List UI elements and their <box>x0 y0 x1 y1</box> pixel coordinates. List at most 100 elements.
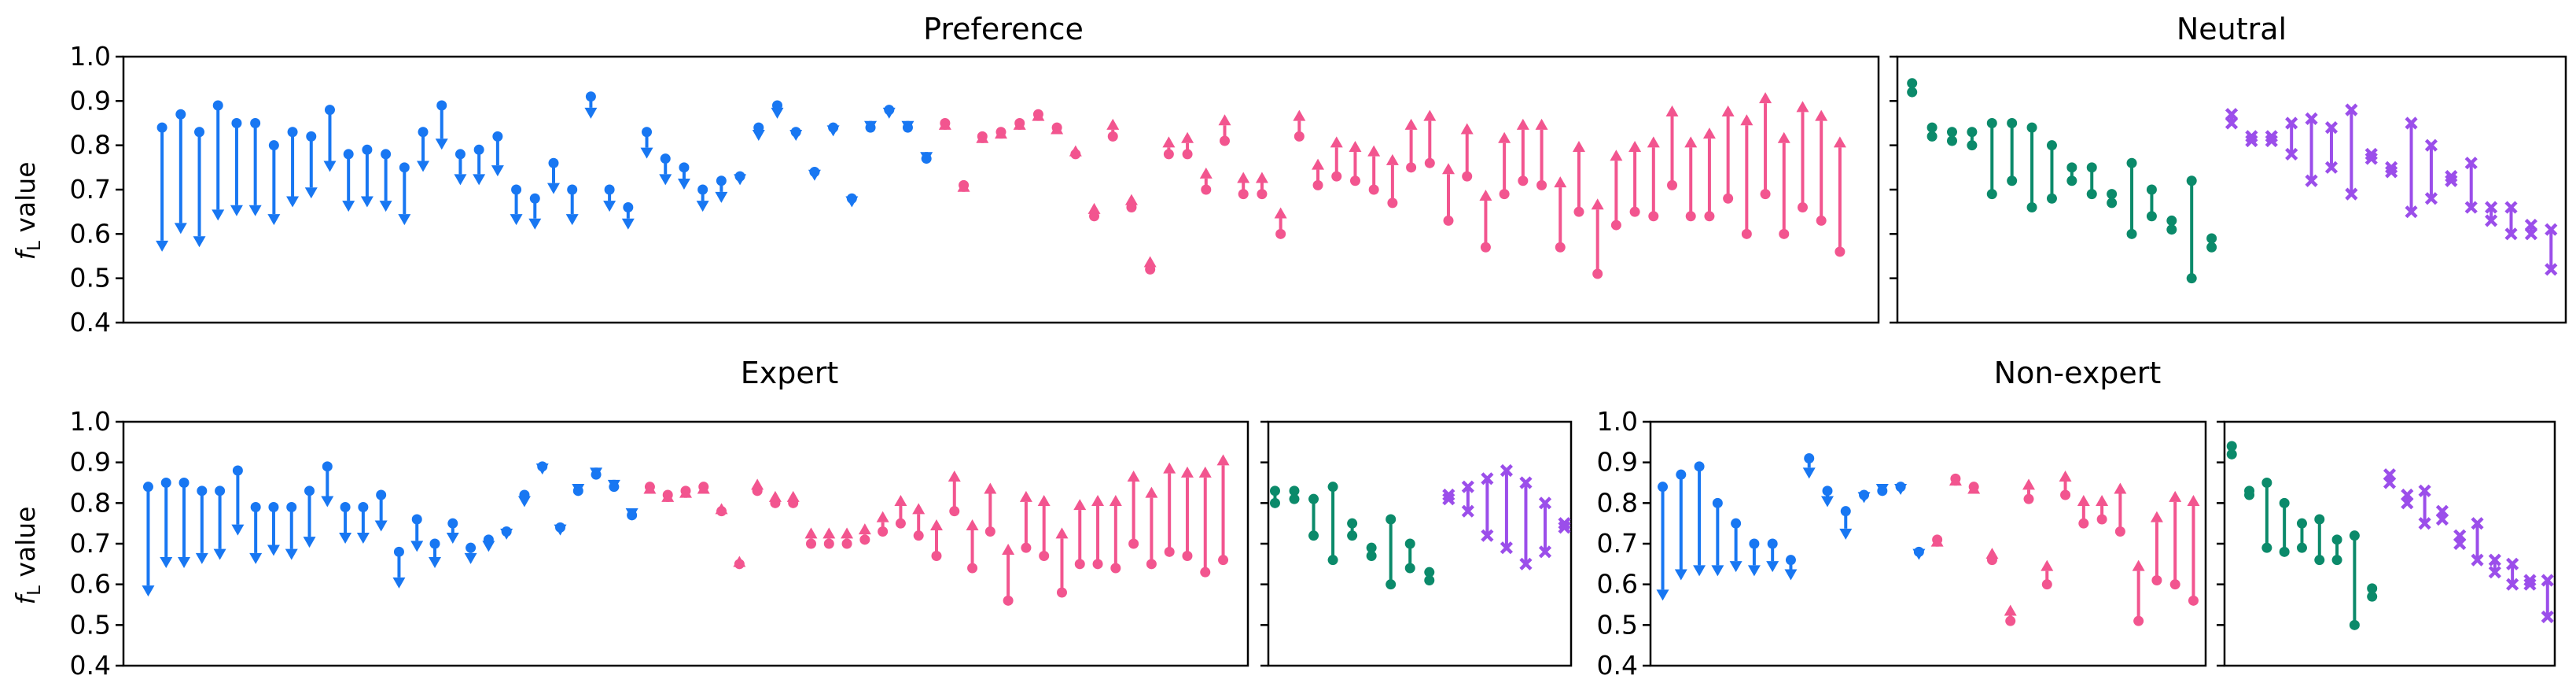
arrow-head <box>1747 565 1761 577</box>
range-end-top <box>2086 162 2097 173</box>
decrease-arrow <box>360 144 374 208</box>
start-point <box>1676 469 1687 480</box>
decrease-arrow <box>356 502 370 544</box>
start-point <box>232 465 243 476</box>
decrease-arrow <box>417 127 430 172</box>
arrow-head <box>1656 589 1669 601</box>
arrow-head <box>2132 559 2145 571</box>
start-point <box>1200 567 1211 578</box>
range-end-bottom <box>2107 197 2118 209</box>
arrow-head <box>1162 136 1176 148</box>
cross-marker-top <box>1519 476 1533 489</box>
cross-marker-bottom <box>2424 192 2438 205</box>
cross-marker-top <box>1442 488 1455 502</box>
increase-arrow <box>1181 131 1194 160</box>
neutral-range-cross <box>2506 557 2519 591</box>
range-end-bottom <box>1967 140 1978 151</box>
arrow-head <box>733 556 746 567</box>
neutral-range-cross <box>2545 223 2558 276</box>
arrow-head <box>901 120 914 132</box>
decrease-arrow <box>1784 555 1798 581</box>
decrease-arrow <box>715 175 728 203</box>
arrow-head <box>231 524 245 536</box>
arrow-head <box>661 490 675 502</box>
cross-marker-bottom <box>2504 227 2518 241</box>
neutral-range-bar <box>1404 538 1415 574</box>
arrow-head <box>912 503 926 515</box>
increase-arrow <box>1237 172 1250 200</box>
cross-marker-bottom <box>2524 227 2538 241</box>
neutral-range-bar <box>1986 118 1997 200</box>
start-point <box>2096 514 2107 525</box>
decrease-arrow <box>1820 485 1834 508</box>
range-end-top <box>1926 122 1938 133</box>
arrow-head <box>1729 561 1742 573</box>
arrow-head <box>193 236 206 248</box>
decrease-arrow <box>286 127 300 208</box>
start-point <box>1110 563 1121 574</box>
arrow-head <box>1274 207 1287 219</box>
arrow-head <box>1777 131 1790 143</box>
cross-marker-bottom <box>1461 504 1474 518</box>
arrow-head <box>1820 496 1834 508</box>
start-point <box>1834 246 1846 257</box>
y-tick-label: 1.0 <box>1597 406 1638 437</box>
arrow-head <box>1949 474 1962 486</box>
arrow-head <box>1479 190 1492 201</box>
start-point <box>411 514 422 525</box>
arrow-head <box>1032 109 1045 121</box>
arrow-head <box>752 130 765 142</box>
arrow-head <box>679 486 692 498</box>
cross-marker-bottom <box>1500 541 1514 555</box>
increase-arrow <box>1498 131 1511 200</box>
neutral-range-cross <box>2424 138 2438 205</box>
arrow-head <box>360 196 374 208</box>
increase-arrow <box>1647 136 1660 222</box>
start-point <box>1480 242 1491 253</box>
decrease-arrow <box>1729 518 1742 573</box>
y-tick-label: 0.5 <box>70 263 111 293</box>
decrease-arrow <box>752 122 765 142</box>
arrow-head <box>621 218 635 230</box>
start-point <box>399 162 410 173</box>
increase-arrow <box>1815 109 1828 226</box>
y-axis-label-bottom: fL value <box>10 506 45 604</box>
range-end-top <box>2066 162 2077 173</box>
range-end-top <box>1404 538 1415 549</box>
arrow-head <box>417 161 430 172</box>
cross-marker-bottom <box>1538 545 1552 559</box>
decrease-arrow <box>473 144 486 186</box>
arrow-head <box>1833 136 1846 148</box>
neutral-range-cross <box>2225 108 2239 130</box>
increase-arrow <box>1610 150 1623 231</box>
cross-marker-bottom <box>2435 512 2449 526</box>
range-end-bottom <box>1946 135 1957 146</box>
arrow-head <box>230 205 243 216</box>
arrow-head <box>822 527 836 539</box>
range-end-bottom <box>1986 189 1997 200</box>
y-label-rest: value <box>10 506 41 585</box>
neutral-range-cross <box>2453 529 2467 551</box>
arrow-head <box>1055 527 1069 539</box>
range-end-bottom <box>2226 449 2237 460</box>
arrow-head <box>1572 141 1585 153</box>
range-end-top <box>2046 140 2057 151</box>
cross-marker-top <box>1538 497 1552 510</box>
arrow-head <box>1967 482 1981 494</box>
y-tick-label: 0.5 <box>1597 609 1638 640</box>
arrow-head <box>858 523 871 535</box>
arrow-head <box>966 519 979 530</box>
decrease-arrow <box>517 489 531 508</box>
panel-neutral-top <box>1890 55 2567 324</box>
arrow-head <box>546 183 560 194</box>
cross-marker-top <box>2285 116 2298 130</box>
range-end-bottom <box>2007 175 2018 186</box>
neutral-range-bar <box>2349 530 2360 630</box>
arrow-head <box>1857 492 1871 504</box>
neutral-range-cross <box>1519 476 1533 570</box>
range-end-bottom <box>2086 189 2097 200</box>
cross-marker-top <box>1461 480 1474 493</box>
decrease-arrow <box>554 522 567 536</box>
start-point <box>268 140 279 151</box>
neutral-range-cross <box>2265 130 2278 148</box>
